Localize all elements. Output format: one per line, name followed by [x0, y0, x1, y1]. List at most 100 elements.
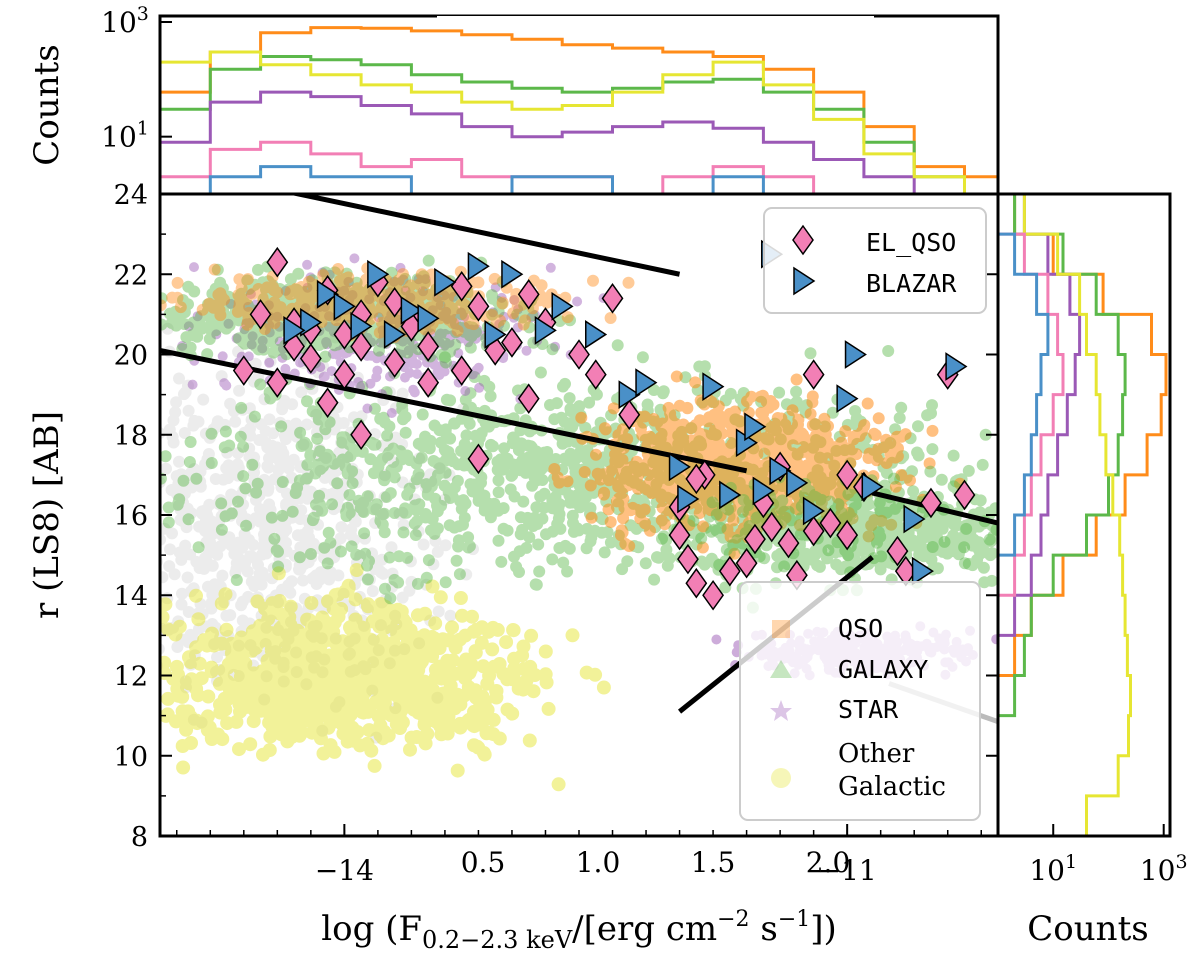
- el-qso-point: [685, 567, 708, 599]
- blazar-point: [350, 312, 373, 341]
- legend-el-qso-label: EL_QSO: [866, 228, 956, 257]
- el-qso-point: [232, 355, 255, 386]
- blazar-point: [702, 372, 725, 401]
- el-qso-point: [677, 543, 699, 575]
- legend-lower: QSO GALAXY STAR Other Galactic: [739, 581, 981, 821]
- top-hist-qso: [160, 26, 998, 194]
- blazar-point: [400, 295, 423, 325]
- main-x-tick-label: −14: [315, 854, 374, 887]
- el-qso-point: [501, 327, 523, 358]
- legend-el-qso-marker: [792, 224, 814, 256]
- main-y-tick-label: 14: [114, 581, 148, 612]
- right-x-tick-label: 101: [1029, 851, 1077, 887]
- el-qso-point: [350, 331, 373, 362]
- xlabel-part-unit: /[erg cm: [572, 909, 717, 949]
- legend-lower-box: [739, 581, 981, 821]
- xlabel-part-exp2: −1: [778, 907, 810, 932]
- top-histogram-steps: [160, 26, 998, 194]
- el-qso-point: [568, 339, 590, 370]
- main-y-tick-label: 10: [114, 742, 148, 773]
- main-ylabel: r (LS8) [AB]: [27, 411, 67, 619]
- other-galactic-cloud: [160, 563, 611, 792]
- blazar-point: [300, 308, 323, 337]
- el-qso-point: [802, 359, 825, 390]
- el-qso-point: [584, 359, 607, 390]
- el-qso-point: [350, 419, 373, 451]
- el-qso-point: [836, 459, 859, 491]
- legend-other-galactic-marker: [771, 768, 791, 788]
- blazar-point: [836, 384, 859, 414]
- top-y-tick-label: 103: [101, 3, 149, 39]
- blazar-point: [434, 267, 457, 297]
- main-y-tick-label: 22: [114, 260, 148, 291]
- blazar-point: [752, 476, 775, 506]
- blazar-point: [333, 291, 356, 321]
- xlabel-part-s: s: [750, 909, 778, 949]
- legend-blazar-marker: [793, 266, 816, 296]
- el-qso-point: [601, 283, 624, 314]
- el-qso-point: [702, 579, 725, 611]
- right-histogram-panel: 101 103: [996, 192, 1188, 887]
- right-histogram-steps: [998, 194, 1168, 836]
- xlabel-part-log: log (F: [321, 909, 422, 949]
- inset-x-tick-label: 2.0: [806, 846, 851, 879]
- el-qso-point: [266, 367, 289, 398]
- highlighted-points: [232, 239, 976, 611]
- main-y-ticks: 8 10 12 14 16 18 20 22 24: [114, 180, 998, 853]
- legend-star-label: STAR: [838, 695, 899, 724]
- legend-star-marker: [770, 700, 792, 721]
- el-qso-point: [920, 487, 942, 519]
- middle-locus-line: [160, 348, 748, 474]
- blazar-point: [635, 368, 658, 397]
- inset-x-ticks: 0.5 1.0 1.5 2.0: [461, 846, 851, 879]
- el-qso-point: [718, 555, 741, 587]
- right-hist-other-galactic: [998, 194, 1132, 836]
- right-histogram-xlabel: Counts: [1027, 909, 1148, 949]
- blazar-point: [551, 291, 574, 321]
- blazar-point: [677, 484, 700, 514]
- blazar-point: [668, 452, 691, 482]
- el-qso-point: [836, 519, 859, 551]
- inset-x-tick-label: 1.5: [691, 846, 736, 879]
- legend-qso-label: QSO: [838, 614, 883, 643]
- el-qso-point: [744, 523, 766, 555]
- el-qso-point: [467, 443, 490, 475]
- top-histogram-ylabel: Counts: [27, 44, 67, 165]
- top-y-tick-label: 101: [101, 118, 149, 154]
- top-hist-other-galactic: [160, 50, 998, 194]
- el-qso-point: [517, 279, 540, 310]
- blazar-point: [861, 472, 884, 502]
- el-qso-point: [953, 479, 976, 511]
- blazar-point: [501, 259, 524, 289]
- el-qso-point: [802, 515, 825, 547]
- blazar-point: [367, 259, 390, 289]
- main-y-tick-label: 16: [114, 501, 148, 532]
- el-qso-point: [777, 527, 800, 559]
- blazar-point: [534, 316, 557, 345]
- inset-x-tick-label: 0.5: [461, 846, 506, 879]
- legend-blazar-label: BLAZAR: [866, 269, 957, 298]
- inset-overlay: 0.5 1.0 1.5 2.0: [437, 16, 874, 879]
- blazar-point: [484, 320, 507, 349]
- el-qso-point: [735, 547, 758, 579]
- legend-galaxy-marker: [770, 660, 792, 678]
- top-hist-star: [160, 90, 998, 194]
- legend-other-label-line2: Galactic: [838, 772, 946, 802]
- el-qso-point: [249, 299, 272, 330]
- el-qso-point: [299, 343, 322, 374]
- el-qso-point: [618, 399, 641, 430]
- inset-x-tick-label: 1.0: [576, 846, 621, 879]
- el-qso-point: [517, 383, 540, 414]
- blazar-point: [903, 504, 926, 534]
- top-hist-blazar: [160, 165, 998, 194]
- main-x-tick-label: −11: [818, 854, 877, 887]
- legend-qso-marker: [772, 620, 790, 638]
- blazar-point: [945, 352, 968, 381]
- top-y-ticks: 101 103: [101, 3, 172, 154]
- main-y-tick-label: 8: [131, 822, 148, 853]
- blazar-point: [769, 456, 792, 486]
- el-qso-point: [417, 367, 440, 398]
- blazar-point: [316, 279, 339, 309]
- upper-locus-line: [286, 194, 681, 277]
- right-x-ticks: 101 103: [1029, 824, 1188, 887]
